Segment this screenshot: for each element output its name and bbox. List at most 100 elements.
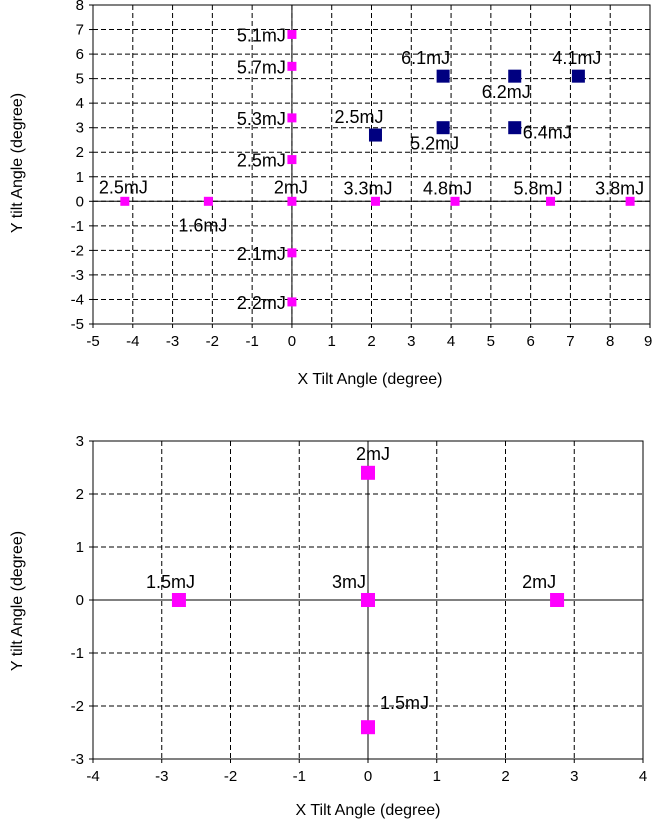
data-point: [287, 297, 297, 307]
data-label: 2.2mJ: [237, 293, 286, 313]
x-tick-label: 0: [288, 333, 296, 350]
data-label: 1.6mJ: [178, 215, 227, 235]
x-tick-label: 9: [644, 333, 652, 350]
data-point: [370, 196, 380, 206]
data-label: 3.8mJ: [595, 178, 644, 198]
x-tick-label: 2: [501, 768, 509, 785]
data-label: 5.8mJ: [514, 178, 563, 198]
x-tick-label: 1: [433, 768, 441, 785]
y-tick-label: 0: [76, 193, 84, 210]
data-label: 1.5mJ: [380, 693, 429, 713]
data-point: [546, 196, 556, 206]
x-tick-label: 1: [328, 333, 336, 350]
y-tick-label: 7: [76, 22, 84, 39]
x-tick-label: 4: [447, 333, 455, 350]
y-tick-label: -5: [71, 316, 84, 333]
data-label: 2.5mJ: [237, 151, 286, 171]
data-point: [287, 196, 297, 206]
x-tick-label: -1: [293, 768, 306, 785]
data-label: 5.2mJ: [410, 134, 459, 154]
x-tick-label: 5: [487, 333, 495, 350]
x-tick-label: 4: [639, 768, 647, 785]
data-point: [436, 69, 450, 83]
y-tick-label: -1: [71, 218, 84, 235]
x-tick-label: -2: [224, 768, 237, 785]
y-tick-label: 0: [76, 592, 84, 609]
y-tick-label: 8: [76, 0, 84, 14]
x-tick-label: 2: [367, 333, 375, 350]
data-label: 3mJ: [332, 572, 366, 592]
data-point: [450, 196, 460, 206]
data-point: [361, 720, 375, 735]
data-point: [508, 69, 522, 83]
y-tick-label: 1: [76, 539, 84, 556]
x-tick-label: 7: [566, 333, 574, 350]
x-tick-label: -3: [155, 768, 168, 785]
x-tick-label: 3: [570, 768, 578, 785]
x-tick-label: -2: [206, 333, 219, 350]
y-tick-label: 6: [76, 46, 84, 63]
y-tick-label: 5: [76, 71, 84, 88]
data-point: [625, 196, 635, 206]
data-point: [120, 196, 130, 206]
data-point: [171, 593, 186, 607]
data-point: [508, 121, 522, 135]
data-label: 6.1mJ: [401, 48, 450, 68]
data-point: [571, 69, 585, 83]
data-label: 1.5mJ: [146, 572, 195, 592]
x-tick-label: -4: [86, 768, 99, 785]
data-label: 3.3mJ: [343, 178, 392, 198]
y-tick-label: 4: [76, 95, 84, 112]
data-label: 2mJ: [522, 572, 556, 592]
y-tick-label: -4: [71, 291, 84, 308]
data-point: [287, 29, 297, 39]
data-label: 6.4mJ: [523, 123, 572, 143]
x-tick-label: 0: [364, 768, 372, 785]
x-tick-label: -3: [166, 333, 179, 350]
data-point: [203, 196, 213, 206]
y-tick-label: -2: [71, 698, 84, 715]
data-label: 2.1mJ: [237, 244, 286, 264]
data-point: [368, 128, 382, 142]
data-label: 4.1mJ: [552, 48, 601, 68]
x-axis-title: X Tilt Angle (degree): [298, 371, 443, 388]
chart-1: -5 -4 -3 -2 -1 0 1 2 3 4 5 6 7 8 9 -5 -4 -3 -2 -1 0 1 2 3 4 5 6 7 8 X…: [9, 0, 652, 388]
y-tick-label: 1: [76, 169, 84, 186]
data-label: 6.2mJ: [482, 82, 531, 102]
data-label: 2.5mJ: [334, 107, 383, 127]
data-point: [361, 593, 375, 607]
data-label: 5.3mJ: [237, 109, 286, 129]
x-tick-label: 3: [407, 333, 415, 350]
data-label: 5.1mJ: [237, 25, 286, 45]
y-tick-label: 3: [76, 120, 84, 137]
y-axis-title: Y tilt Angle (degree): [9, 93, 26, 233]
y-tick-label: -3: [71, 267, 84, 284]
data-label: 2mJ: [274, 177, 308, 197]
x-axis-title: X Tilt Angle (degree): [296, 802, 441, 819]
data-label: 2mJ: [356, 444, 390, 464]
data-point: [287, 61, 297, 71]
data-point: [550, 593, 565, 607]
y-tick-label: 3: [76, 433, 84, 450]
data-point: [287, 113, 297, 123]
x-tick-label: 8: [606, 333, 614, 350]
y-tick-label: 2: [76, 486, 84, 503]
y-tick-label: -2: [71, 242, 84, 259]
y-tick-label: -1: [71, 645, 84, 662]
y-tick-label: 2: [76, 144, 84, 161]
data-label: 4.8mJ: [423, 178, 472, 198]
data-point: [287, 155, 297, 165]
data-point: [287, 248, 297, 258]
data-point: [436, 121, 450, 135]
data-label: 5.7mJ: [237, 57, 286, 77]
data-label: 2.5mJ: [99, 177, 148, 197]
x-tick-label: -1: [245, 333, 258, 350]
data-point: [361, 465, 375, 480]
x-tick-label: -5: [86, 333, 99, 350]
x-tick-label: 6: [526, 333, 534, 350]
y-tick-label: -3: [71, 751, 84, 768]
x-tick-label: -4: [126, 333, 139, 350]
y-axis-title: Y tilt Angle (degree): [9, 531, 26, 671]
